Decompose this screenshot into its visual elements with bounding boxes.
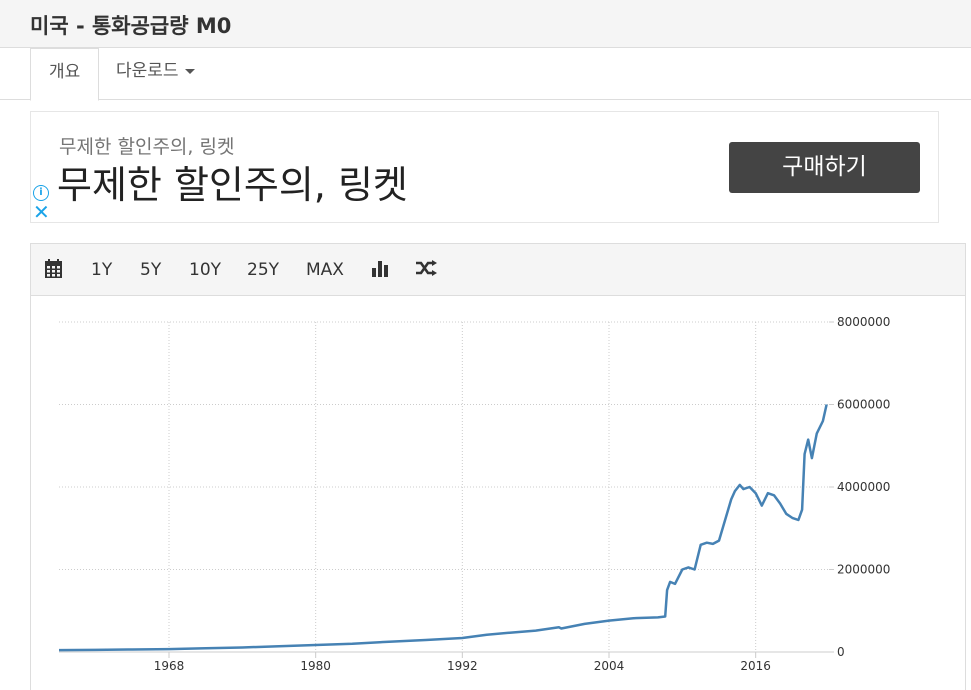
ad-headline[interactable]: 무제한 할인주의, 링켓 [57,163,408,207]
y-tick-label: 4000000 [837,480,890,494]
tab-overview-label: 개요 [49,62,81,82]
x-tick-label: 2004 [594,659,625,673]
y-tick-label: 8000000 [837,315,890,329]
tab-download-label: 다운로드 [116,61,179,81]
page-title: 미국 - 통화공급량 M0 [30,14,232,38]
x-tick-label: 1968 [154,659,185,673]
close-icon[interactable]: ✕ [33,200,50,224]
range-25y[interactable]: 25Y [247,260,280,280]
line-chart: 0 2000000 4000000 6000000 8000000 1968 1980 199… [58,315,890,673]
tab-download[interactable]: 다운로드 [98,48,213,100]
calendar-icon[interactable] [45,259,62,283]
page-header: 미국 - 통화공급량 M0 [0,0,971,48]
y-tick-label: 6000000 [837,398,890,412]
range-10y[interactable]: 10Y [189,260,222,280]
caret-down-icon [184,68,195,74]
range-5y[interactable]: 5Y [140,260,162,280]
ad-small-text: 무제한 할인주의, 링켓 [59,136,235,158]
shuffle-icon[interactable] [415,260,437,281]
bar-chart-icon[interactable] [372,261,389,282]
ad-buy-button[interactable]: 구매하기 [729,142,920,193]
range-1y[interactable]: 1Y [91,260,113,280]
tab-overview[interactable]: 개요 [30,48,100,101]
x-tick-label: 2016 [740,659,771,673]
y-tick-label: 2000000 [837,563,890,577]
y-tick-label: 0 [837,645,845,659]
info-icon[interactable]: i [33,185,49,201]
range-max[interactable]: MAX [306,260,344,280]
x-tick-label: 1980 [300,659,331,673]
x-tick-label: 1992 [447,659,478,673]
ad-banner[interactable]: 무제한 할인주의, 링켓 무제한 할인주의, 링켓 구매하기 i ✕ [30,111,939,223]
tab-bar: 개요 다운로드 [0,48,971,101]
chart-panel: 0 2000000 4000000 6000000 8000000 1968 1980 199… [30,296,966,690]
series-line [58,404,828,652]
chart-toolbar: 1Y 5Y 10Y 25Y MAX [30,243,966,296]
